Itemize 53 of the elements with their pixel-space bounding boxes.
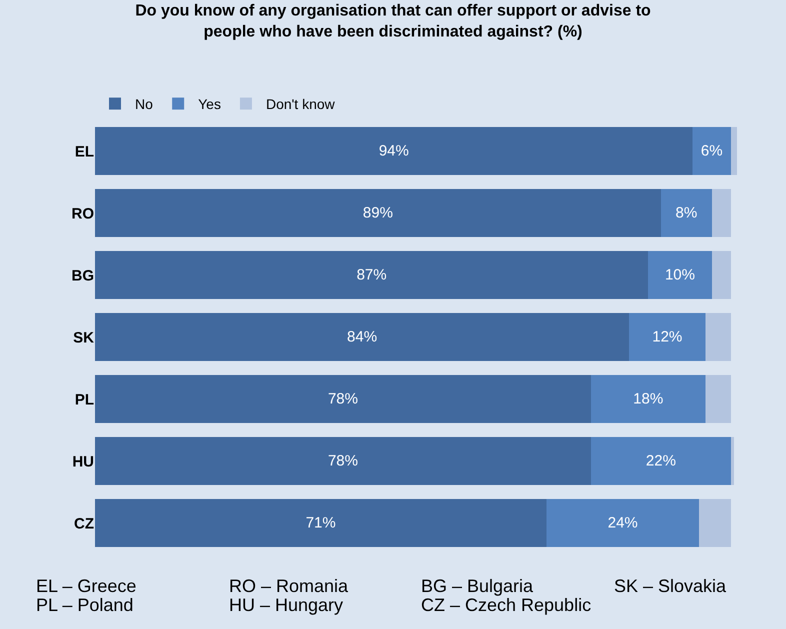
text: RO – Romania [229, 576, 350, 596]
legend-label: Yes [198, 96, 221, 112]
bar [730, 436, 734, 486]
bar [95, 126, 693, 176]
data-label: 22% [646, 452, 676, 470]
bar [692, 126, 731, 176]
bar [629, 312, 706, 362]
y-tick-label: SK [73, 329, 94, 346]
y-tick-label: CZ [74, 515, 94, 532]
bar [699, 498, 731, 548]
bar [95, 436, 591, 486]
bar [95, 374, 591, 424]
data-label: 94% [378, 142, 409, 160]
bar [590, 436, 731, 486]
text: EL – Greece [36, 576, 136, 596]
bar [95, 498, 546, 548]
data-label: 84% [347, 328, 378, 346]
bar [712, 250, 731, 300]
bar [730, 126, 738, 176]
legend-label: No [135, 96, 154, 112]
bar [95, 312, 630, 362]
bar [712, 188, 731, 238]
y-tick-label: PL [74, 391, 94, 408]
legend-label: Don't know [266, 96, 336, 112]
y-tick-label: RO [72, 205, 94, 222]
data-label: 89% [362, 204, 393, 222]
bar [95, 188, 661, 238]
bar [660, 188, 712, 238]
data-label: 12% [652, 328, 682, 346]
text: HU – Hungary [229, 595, 344, 615]
data-label: 10% [664, 266, 695, 284]
y-tick-label: HU [72, 453, 94, 470]
y-tick-label: BG [72, 267, 94, 284]
data-label: 8% [675, 204, 698, 222]
bar [95, 250, 648, 300]
data-label: 6% [700, 142, 723, 160]
data-label: 78% [328, 452, 358, 470]
data-label: 18% [633, 390, 664, 408]
data-label: 24% [608, 514, 638, 532]
bar [648, 250, 712, 300]
bar [705, 312, 731, 362]
data-label: 87% [356, 266, 387, 284]
text: SK – Slovakia [614, 576, 728, 596]
data-label: 71% [306, 514, 336, 532]
bar [590, 374, 706, 424]
y-tick-label: EL [74, 143, 94, 160]
text: CZ – Czech Republic [421, 595, 592, 615]
bar [546, 498, 700, 548]
bar [705, 374, 731, 424]
chart-title: Do you know of any organisation that can offer support or advise to people who have been discriminated against? (%) [135, 2, 652, 41]
data-label: 78% [328, 390, 358, 408]
text: PL – Poland [36, 595, 134, 615]
text: BG – Bulgaria [421, 576, 534, 596]
